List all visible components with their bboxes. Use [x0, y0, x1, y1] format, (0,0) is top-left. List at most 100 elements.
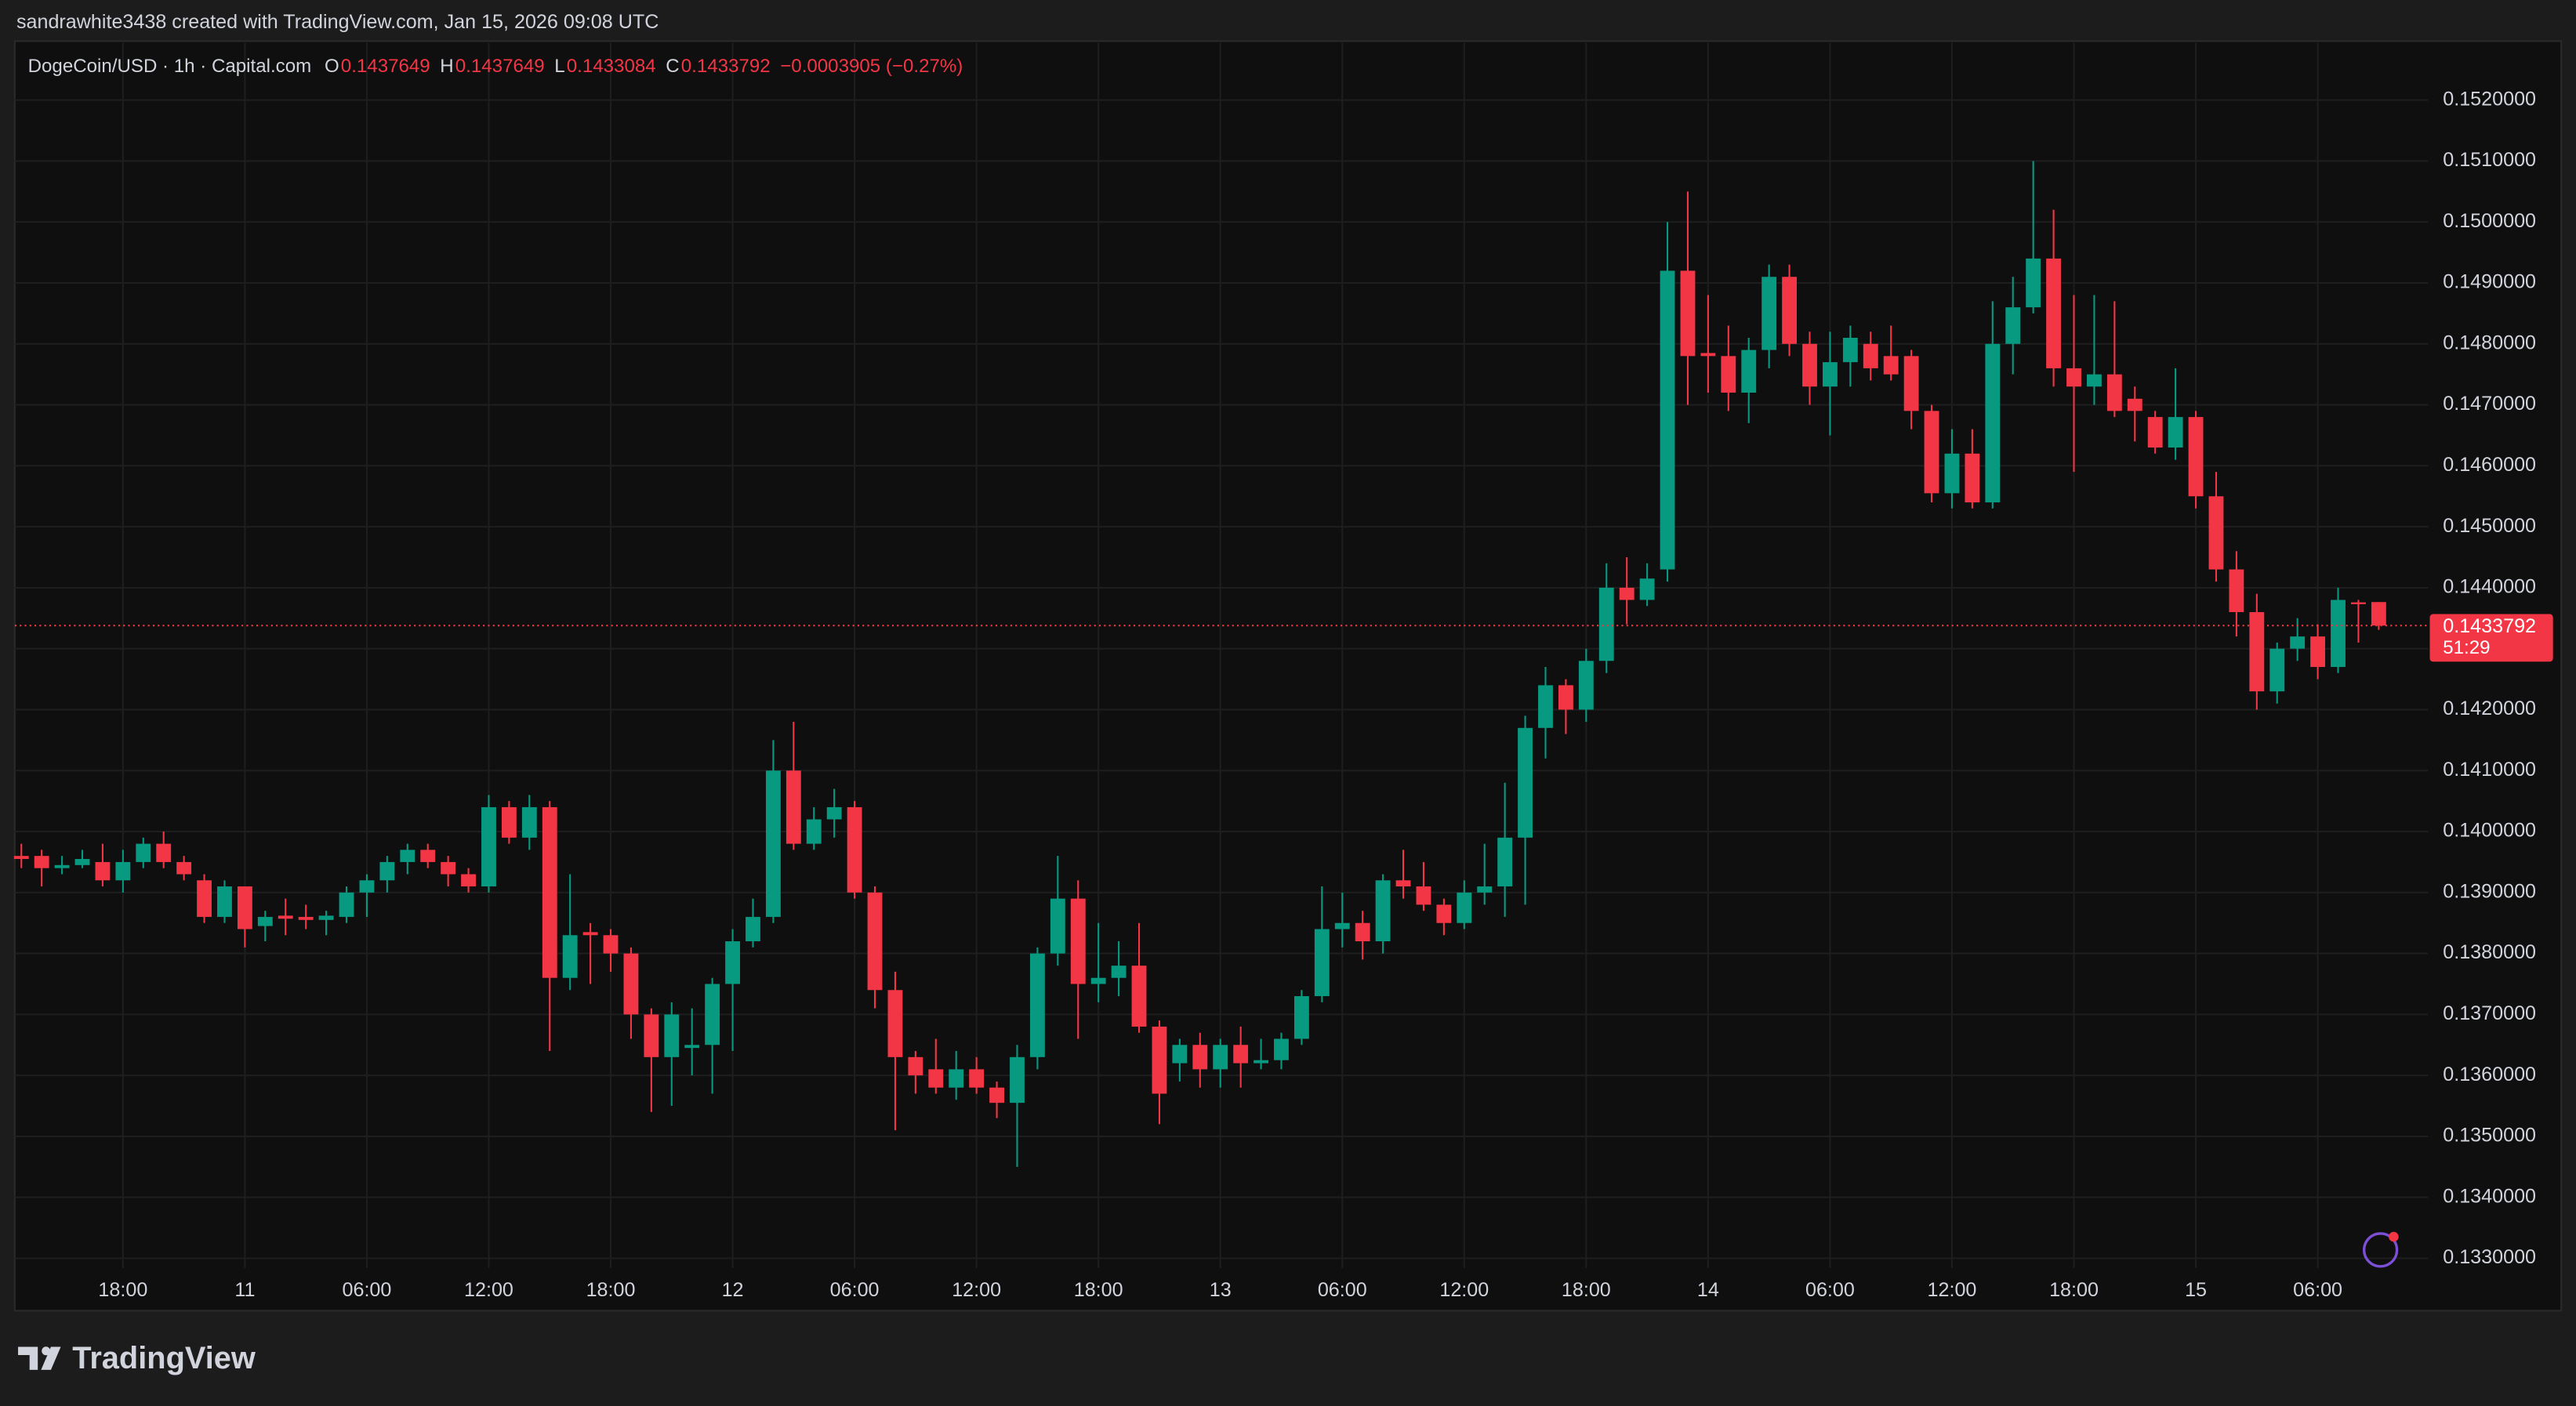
assistant-icon[interactable] [2362, 1231, 2399, 1268]
candle-body [1782, 277, 1798, 344]
candle-body [2127, 398, 2142, 411]
candle-body [1721, 356, 1736, 393]
candle-body [1578, 661, 1594, 710]
candle-body [1903, 356, 1919, 411]
candle-body [2371, 602, 2386, 626]
candle-body [1152, 1026, 1167, 1094]
candle-body [136, 843, 151, 862]
candle-body [2005, 307, 2021, 344]
x-tick-label: 13 [1210, 1279, 1232, 1301]
y-tick-label: 0.1400000 [2443, 820, 2536, 842]
candle-body [400, 850, 415, 862]
ohlc-label: C [666, 56, 679, 77]
candle-body [2229, 569, 2244, 613]
candle-body [2208, 496, 2224, 570]
assistant-ring[interactable] [2362, 1232, 2399, 1268]
candle-body [1274, 1038, 1289, 1060]
x-tick-label: 18:00 [1562, 1279, 1611, 1301]
candles [13, 161, 2386, 1167]
x-tick-label: 06:00 [2293, 1279, 2342, 1301]
y-tick-label: 0.1420000 [2443, 698, 2536, 719]
candle-body [2350, 602, 2366, 604]
y-tick-label: 0.1390000 [2443, 880, 2536, 902]
candle-body [1314, 929, 1330, 997]
candle-body [1293, 996, 1309, 1039]
candle-body [2106, 374, 2122, 411]
candle-body [1050, 898, 1065, 954]
candle-body [542, 806, 557, 978]
candle-body [1395, 880, 1411, 887]
candle-body [1375, 880, 1391, 942]
candle-body [969, 1069, 985, 1088]
x-tick-label: 06:00 [1318, 1279, 1367, 1301]
candle-body [1254, 1060, 1268, 1064]
x-tick-label: 12:00 [952, 1279, 1001, 1301]
countdown: 51:29 [2443, 637, 2490, 658]
y-tick-label: 0.1380000 [2443, 941, 2536, 963]
y-tick-label: 0.1510000 [2443, 149, 2536, 171]
candle-body [1598, 587, 1614, 661]
grid: 0.1330000 0.1340000 0.1350000 0.1360000 0.13… [14, 42, 2536, 1301]
x-tick-label: 14 [1697, 1279, 1719, 1301]
candle-body [2086, 374, 2102, 387]
y-tick-label: 0.1410000 [2443, 759, 2536, 781]
candle-body [521, 806, 537, 838]
candle-body [339, 892, 354, 917]
candle-body [176, 861, 192, 875]
candle-body [826, 806, 842, 820]
y-tick-label: 0.1340000 [2443, 1185, 2536, 1207]
candle-body [725, 941, 740, 984]
candle-body [1883, 356, 1899, 375]
chart-panel [13, 40, 2563, 1312]
y-tick-label: 0.1480000 [2443, 332, 2536, 353]
candle-body [237, 886, 252, 929]
candle-body [603, 935, 619, 954]
x-tick-label: 12:00 [1439, 1279, 1489, 1301]
candle-body [257, 916, 273, 926]
candle-body [1416, 886, 1431, 905]
x-tick-label: 18:00 [2049, 1279, 2099, 1301]
candle-body [664, 1014, 680, 1057]
candle-body [1334, 922, 1350, 929]
candle-body [1131, 966, 1147, 1027]
candle-body [1700, 353, 1716, 357]
candle-body [908, 1056, 923, 1076]
candle-body [1029, 953, 1045, 1057]
logo-dot [42, 1346, 51, 1356]
x-tick-label: 12:00 [464, 1279, 513, 1301]
candle-body [2066, 368, 2081, 387]
candle-body [806, 819, 822, 844]
y-tick-label: 0.1490000 [2443, 271, 2536, 293]
candle-body [34, 856, 49, 868]
ohlc-label: H [440, 56, 453, 77]
candle-body [2249, 612, 2265, 692]
candle-body [989, 1087, 1004, 1103]
x-tick-label: 18:00 [98, 1279, 147, 1301]
candle-body [1558, 685, 1573, 710]
candle-body [2026, 258, 2041, 308]
ohlc-value: 0.1433084 [567, 56, 656, 77]
candle-body [1497, 837, 1513, 887]
brand: TradingView [72, 1341, 256, 1375]
candle-body [887, 990, 903, 1057]
logo: TradingView [18, 1341, 256, 1375]
y-tick-label: 0.1460000 [2443, 454, 2536, 476]
last-price-label: 0.1433792 [2443, 615, 2536, 637]
candle-body [420, 850, 436, 862]
attribution: sandrawhite3438 created with TradingView… [16, 11, 659, 33]
assistant-dot[interactable] [2389, 1231, 2399, 1242]
candle-body [54, 864, 70, 868]
candle-body [1538, 685, 1553, 728]
candle-body [847, 806, 862, 893]
candle-body [318, 915, 334, 920]
candle-body [928, 1069, 944, 1088]
candle-body [1680, 270, 1696, 357]
ohlc-value: 0.1437649 [341, 56, 430, 77]
candle-body [684, 1045, 700, 1049]
ohlc-value: 0.1433792 [681, 56, 771, 77]
logo-icon [18, 1346, 61, 1370]
x-tick-label: 11 [234, 1279, 255, 1301]
candle-body [156, 843, 172, 862]
price-label-box [2429, 614, 2553, 662]
